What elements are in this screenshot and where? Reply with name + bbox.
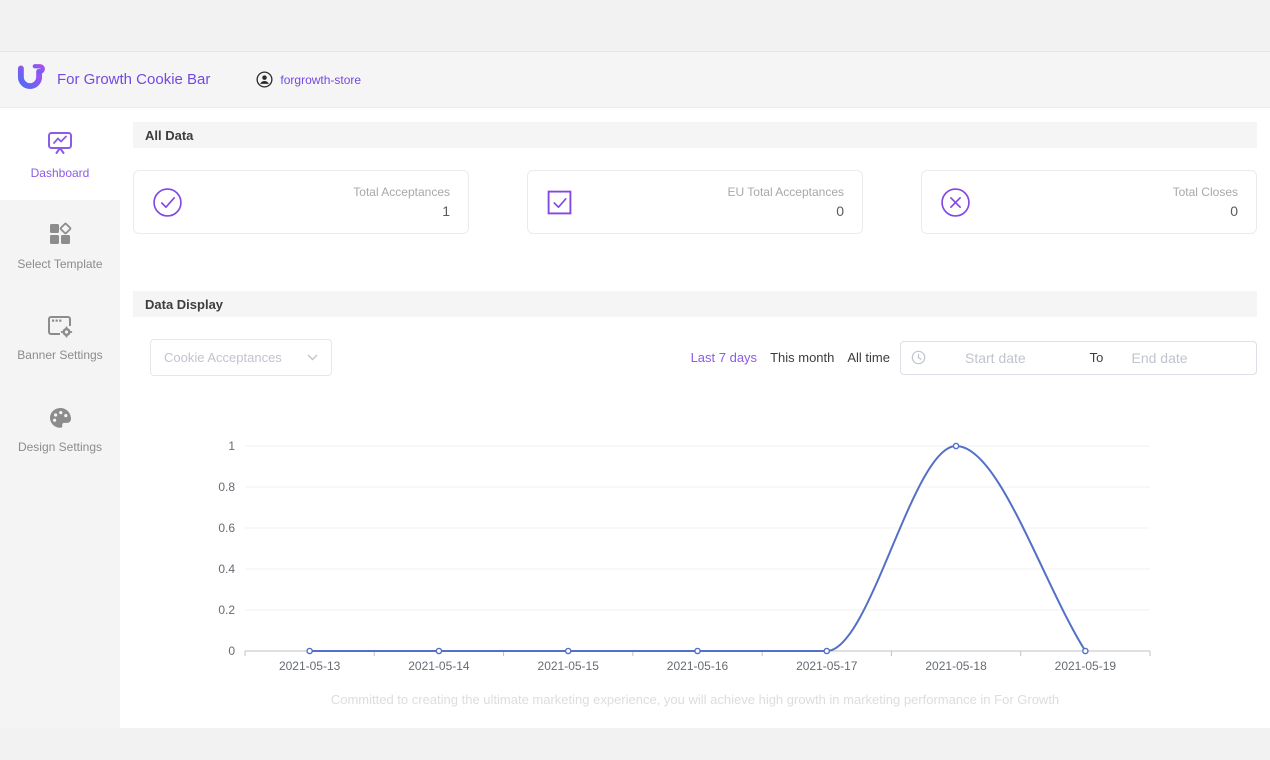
user-icon (256, 71, 273, 88)
sidebar-item-design-settings[interactable]: Design Settings (0, 384, 120, 476)
svg-text:0.4: 0.4 (218, 562, 235, 576)
date-range-separator: To (1089, 350, 1104, 365)
select-template-icon (49, 222, 71, 244)
stat-label: EU Total Acceptances (727, 185, 844, 199)
app-title: For Growth Cookie Bar (57, 71, 211, 88)
page-footer-strip (0, 728, 1270, 760)
sidebar-item-label: Dashboard (30, 165, 90, 180)
chevron-down-icon (307, 354, 318, 361)
stat-value: 1 (442, 203, 450, 219)
sidebar-item-label: Design Settings (17, 440, 103, 454)
sidebar-item-dashboard[interactable]: Dashboard (0, 108, 120, 200)
banner-settings-icon (48, 316, 73, 338)
svg-text:2021-05-19: 2021-05-19 (1055, 659, 1117, 673)
acceptances-line-chart: 0 0.2 0.4 0.6 0.8 1 2021-05-13 2021-05-14 2021-0… (218, 439, 1151, 673)
check-square-icon (547, 190, 572, 214)
svg-text:0: 0 (228, 644, 235, 658)
chart-controls: Cookie Acceptances Last 7 days This mont… (133, 339, 1257, 376)
start-date-input[interactable]: Start date (965, 349, 1026, 366)
metric-select[interactable]: Cookie Acceptances (150, 339, 332, 376)
footer-note: Committed to creating the ultimate marke… (330, 692, 1060, 707)
store-name: forgrowth-store (280, 72, 362, 87)
svg-text:1: 1 (228, 439, 235, 453)
sidebar-item-label: Banner Settings (17, 348, 103, 362)
stat-card-total-closes: Total Closes 0 (921, 170, 1257, 234)
section-title: All Data (145, 127, 194, 143)
sidebar: Dashboard Select Template (0, 108, 120, 728)
svg-text:2021-05-17: 2021-05-17 (796, 659, 858, 673)
filter-last-7-days[interactable]: Last 7 days (690, 350, 758, 365)
store-account[interactable]: forgrowth-store (256, 71, 361, 88)
svg-text:0.6: 0.6 (218, 521, 235, 535)
sidebar-item-banner-settings[interactable]: Banner Settings (0, 292, 120, 384)
clock-icon (911, 350, 926, 365)
stat-card-total-acceptances: Total Acceptances 1 (133, 170, 469, 234)
filter-this-month[interactable]: This month (770, 350, 835, 365)
check-circle-icon (153, 187, 182, 217)
stat-value: 0 (1230, 203, 1238, 219)
metric-select-value: Cookie Acceptances (164, 350, 282, 365)
date-range-picker[interactable]: Start date To End date (900, 340, 1257, 375)
chart-area: 0 0.2 0.4 0.6 0.8 1 2021-05-13 2021-05-14 2021-0… (133, 426, 1257, 707)
svg-text:2021-05-16: 2021-05-16 (667, 659, 729, 673)
svg-text:0.8: 0.8 (218, 480, 235, 494)
app-header: For Growth Cookie Bar forgrowth-store (0, 52, 1270, 108)
main-content: All Data Total Acceptances 1 EU (120, 108, 1270, 728)
stat-value: 0 (836, 203, 844, 219)
browser-chrome-strip (0, 0, 1270, 52)
quick-filters: Last 7 days This month All time (691, 350, 890, 365)
stat-card-eu-total-acceptances: EU Total Acceptances 0 (527, 170, 863, 234)
svg-text:0.2: 0.2 (218, 603, 235, 617)
stat-cards: Total Acceptances 1 EU Total Acceptances… (133, 170, 1257, 234)
svg-text:2021-05-15: 2021-05-15 (538, 659, 600, 673)
end-date-input[interactable]: End date (1131, 349, 1188, 366)
sidebar-item-label: Select Template (17, 256, 103, 271)
all-data-section-header: All Data (133, 122, 1257, 148)
sidebar-item-select-template[interactable]: Select Template (0, 200, 120, 292)
stat-label: Total Closes (1172, 185, 1238, 199)
filter-all-time[interactable]: All time (847, 350, 890, 365)
design-settings-icon (49, 408, 71, 428)
svg-text:2021-05-18: 2021-05-18 (925, 659, 987, 673)
close-circle-icon (941, 187, 970, 217)
stat-label: Total Acceptances (353, 185, 450, 199)
data-display-section-header: Data Display (133, 291, 1257, 317)
section-title: Data Display (145, 296, 224, 312)
dashboard-icon (48, 131, 72, 154)
app-logo-icon (15, 62, 45, 97)
svg-text:2021-05-14: 2021-05-14 (408, 659, 470, 673)
svg-text:2021-05-13: 2021-05-13 (279, 659, 341, 673)
